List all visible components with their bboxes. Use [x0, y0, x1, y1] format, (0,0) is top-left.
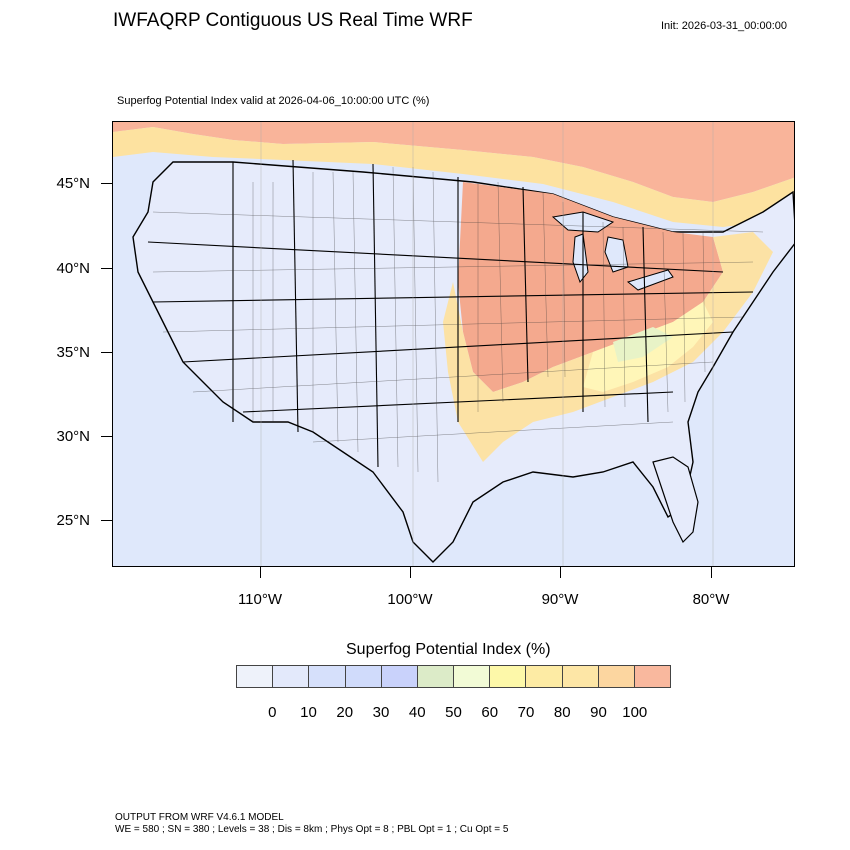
lon-label-90: 90°W [541, 591, 579, 608]
colorbar-label: 50 [445, 704, 462, 721]
colorbar-swatch [490, 666, 527, 687]
map-plot [112, 121, 795, 567]
map-subtitle: Superfog Potential Index valid at 2026-0… [117, 95, 430, 107]
lon-tick [410, 567, 411, 578]
lon-label-80: 80°W [692, 591, 730, 608]
lon-tick [560, 567, 561, 578]
county-borders [152, 166, 764, 483]
lat-tick [101, 352, 112, 353]
lake-huron [604, 236, 629, 273]
lake-erie [626, 269, 674, 291]
lat-tick [101, 520, 112, 521]
lon-label-100: 100°W [387, 591, 433, 608]
colorbar-label: 90 [590, 704, 607, 721]
colorbar-swatch [273, 666, 310, 687]
init-time: Init: 2026-03-31_00:00:00 [661, 20, 787, 32]
colorbar-label: 70 [517, 704, 535, 721]
main-title: IWFAQRP Contiguous US Real Time WRF [113, 10, 473, 31]
footer-model-info: OUTPUT FROM WRF V4.6.1 MODEL [115, 812, 284, 823]
colorbar-swatch [417, 666, 455, 687]
colorbar-title: Superfog Potential Index (%) [346, 641, 551, 658]
florida-peninsula [652, 456, 699, 544]
colorbar-label: 80 [553, 704, 571, 721]
lat-label-25: 25°N [56, 512, 90, 529]
lake-michigan [572, 233, 589, 284]
lat-tick [101, 183, 112, 184]
colorbar-swatch [634, 666, 671, 687]
lat-label-40: 40°N [56, 260, 90, 277]
colorbar-swatch [454, 666, 491, 687]
lon-tick [260, 567, 261, 578]
colorbar-label: 30 [372, 704, 390, 721]
colorbar-swatch [237, 666, 274, 687]
lat-label-45: 45°N [56, 175, 90, 192]
canada-region [113, 122, 794, 202]
map-canvas [113, 122, 794, 566]
colorbar-swatch [562, 666, 599, 687]
graticule [260, 122, 714, 566]
lat-tick [101, 436, 112, 437]
colorbar-label: 60 [481, 704, 499, 721]
colorbar-swatch [309, 666, 346, 687]
colorbar-label: 40 [408, 704, 426, 721]
colorbar-label: 100 [622, 704, 648, 721]
lat-label-30: 30°N [56, 428, 90, 445]
colorbar-swatch [345, 666, 382, 687]
state-borders [147, 159, 754, 468]
colorbar [236, 665, 671, 688]
lon-label-110: 110°W [237, 591, 283, 608]
footer-params: WE = 580 ; SN = 380 ; Levels = 38 ; Dis … [115, 824, 509, 835]
colorbar-label: 10 [300, 704, 317, 721]
lon-tick [711, 567, 712, 578]
lat-tick [101, 268, 112, 269]
colorbar-label: 20 [336, 704, 354, 721]
colorbar-swatch [381, 666, 418, 687]
colorbar-label: 0 [268, 704, 277, 721]
colorbar-swatch [526, 666, 563, 687]
lat-label-35: 35°N [56, 344, 90, 361]
canada-southern-band [113, 127, 794, 227]
colorbar-swatch [598, 666, 635, 687]
